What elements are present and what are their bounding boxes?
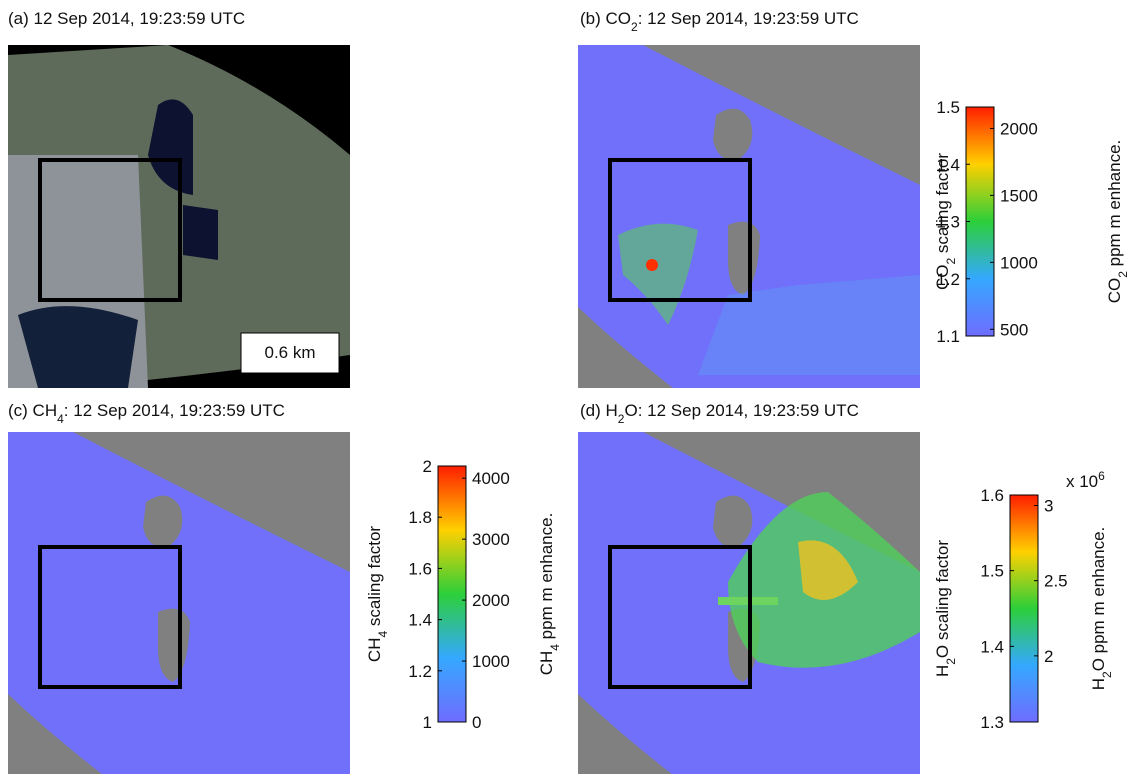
colorbar-left-label: CH4 scaling factor	[365, 526, 390, 662]
panel-title-rest: : 12 Sep 2014, 19:23:59 UTC	[64, 401, 285, 420]
panel-title-sub: 2	[618, 412, 625, 426]
colorbar-left-tick-label: 1.4	[936, 155, 960, 174]
colorbar-left-tick-label: 1.1	[936, 327, 960, 346]
ch4-map	[8, 432, 350, 775]
panel-title: (b) CO2: 12 Sep 2014, 19:23:59 UTC	[580, 9, 859, 34]
colorbar-left-label-rest: scaling factor	[365, 526, 384, 631]
colorbar-left-label-rest: O scaling factor	[933, 540, 952, 658]
colorbar-left-label-sub: 2	[944, 658, 958, 665]
colorbar	[1009, 494, 1039, 723]
colorbar-right-tick-label: 2	[1044, 647, 1053, 666]
colorbar-right-label-main: CH	[537, 651, 556, 676]
colorbar-left-tick-label: 1.6	[408, 559, 432, 578]
panel-title: (c) CH4: 12 Sep 2014, 19:23:59 UTC	[8, 401, 285, 426]
colorbar-left-label-sub: 2	[944, 258, 958, 265]
colorbar-left-label-rest: scaling factor	[933, 153, 952, 258]
colorbar-right-label-sub: 2	[1116, 271, 1130, 278]
colorbar-right-tick-label: 3	[1044, 497, 1053, 516]
colorbar-right-tick-label: 3000	[472, 530, 510, 549]
panel-title-sub: 4	[57, 412, 64, 426]
colorbar-right-label-sub: 2	[1100, 671, 1114, 678]
colorbar-left-tick-label: 1.4	[980, 637, 1004, 656]
scale-bar-label: 0.6 km	[264, 343, 315, 362]
colorbar-left-label-sub: 4	[376, 631, 390, 638]
panel-title-main: (d) H	[580, 401, 618, 420]
colorbar-exponent: x 106	[1066, 469, 1105, 491]
panel-title-rest: : 12 Sep 2014, 19:23:59 UTC	[638, 9, 859, 28]
colorbar-left-label-main: H	[933, 665, 952, 677]
colorbar-left-tick-label: 1.3	[980, 713, 1004, 732]
colorbar-right-label: CO2 ppm m enhance.	[1105, 140, 1130, 304]
co2-map	[578, 45, 920, 388]
colorbar-right-tick-label: 2.5	[1044, 572, 1068, 591]
colorbar-right-tick-label: 1000	[1000, 253, 1038, 272]
colorbar-left-tick-label: 1.3	[936, 213, 960, 232]
colorbar-left-label-main: CH	[365, 638, 384, 663]
colorbar	[437, 465, 467, 723]
colorbar-exponent-sup: 6	[1098, 469, 1105, 483]
colorbar-right-label-rest: O ppm m enhance.	[1089, 527, 1108, 672]
colorbar-left-tick-label: 1.5	[980, 562, 1004, 581]
satellite-image	[8, 45, 350, 388]
panel-title-main: (a) 12 Sep 2014, 19:23:59 UTC	[8, 9, 245, 28]
colorbar-left-tick-label: 2	[423, 457, 432, 476]
h2o-map	[578, 432, 920, 775]
panel-title-rest: O: 12 Sep 2014, 19:23:59 UTC	[624, 401, 858, 420]
colorbar-left-tick-label: 1.2	[408, 662, 432, 681]
colorbar-right-tick-label: 1500	[1000, 186, 1038, 205]
colorbar	[965, 106, 995, 337]
colorbar-left-label-main: CO	[933, 265, 952, 291]
colorbar-left-tick-label: 1.5	[936, 98, 960, 117]
colorbar-right-tick-label: 0	[472, 713, 481, 732]
colorbar-right-label-main: CO	[1105, 278, 1124, 304]
colorbar-right-tick-label: 4000	[472, 469, 510, 488]
colorbar-right-label-rest: ppm m enhance.	[1105, 140, 1124, 271]
colorbar-left-tick-label: 1.6	[980, 486, 1004, 505]
colorbar-right-label: H2O ppm m enhance.	[1089, 527, 1114, 691]
colorbar-right-tick-label: 500	[1000, 320, 1028, 339]
colorbar-left-label: CO2 scaling factor	[933, 153, 958, 290]
colorbar-right-tick-label: 1000	[472, 652, 510, 671]
colorbar-right-label-rest: ppm m enhance.	[537, 513, 556, 644]
colorbar-right-label-main: H	[1089, 678, 1108, 690]
colorbar-left-label: H2O scaling factor	[933, 540, 958, 677]
colorbar-left-tick-label: 1	[423, 713, 432, 732]
colorbar-left-tick-label: 1.8	[408, 508, 432, 527]
panel-title-sub: 2	[631, 20, 638, 34]
panel-title: (d) H2O: 12 Sep 2014, 19:23:59 UTC	[580, 401, 859, 426]
panel-title: (a) 12 Sep 2014, 19:23:59 UTC	[8, 9, 245, 28]
colorbar-exponent-main: x 10	[1066, 472, 1098, 491]
colorbar-right-tick-label: 2000	[472, 591, 510, 610]
colorbar-right-label-sub: 4	[548, 644, 562, 651]
colorbar-left-tick-label: 1.4	[408, 611, 432, 630]
colorbar-left-tick-label: 1.2	[936, 270, 960, 289]
colorbar-right-tick-label: 2000	[1000, 119, 1038, 138]
colorbar-right-label: CH4 ppm m enhance.	[537, 513, 562, 676]
panel-title-main: (c) CH	[8, 401, 57, 420]
panel-title-main: (b) CO	[580, 9, 631, 28]
